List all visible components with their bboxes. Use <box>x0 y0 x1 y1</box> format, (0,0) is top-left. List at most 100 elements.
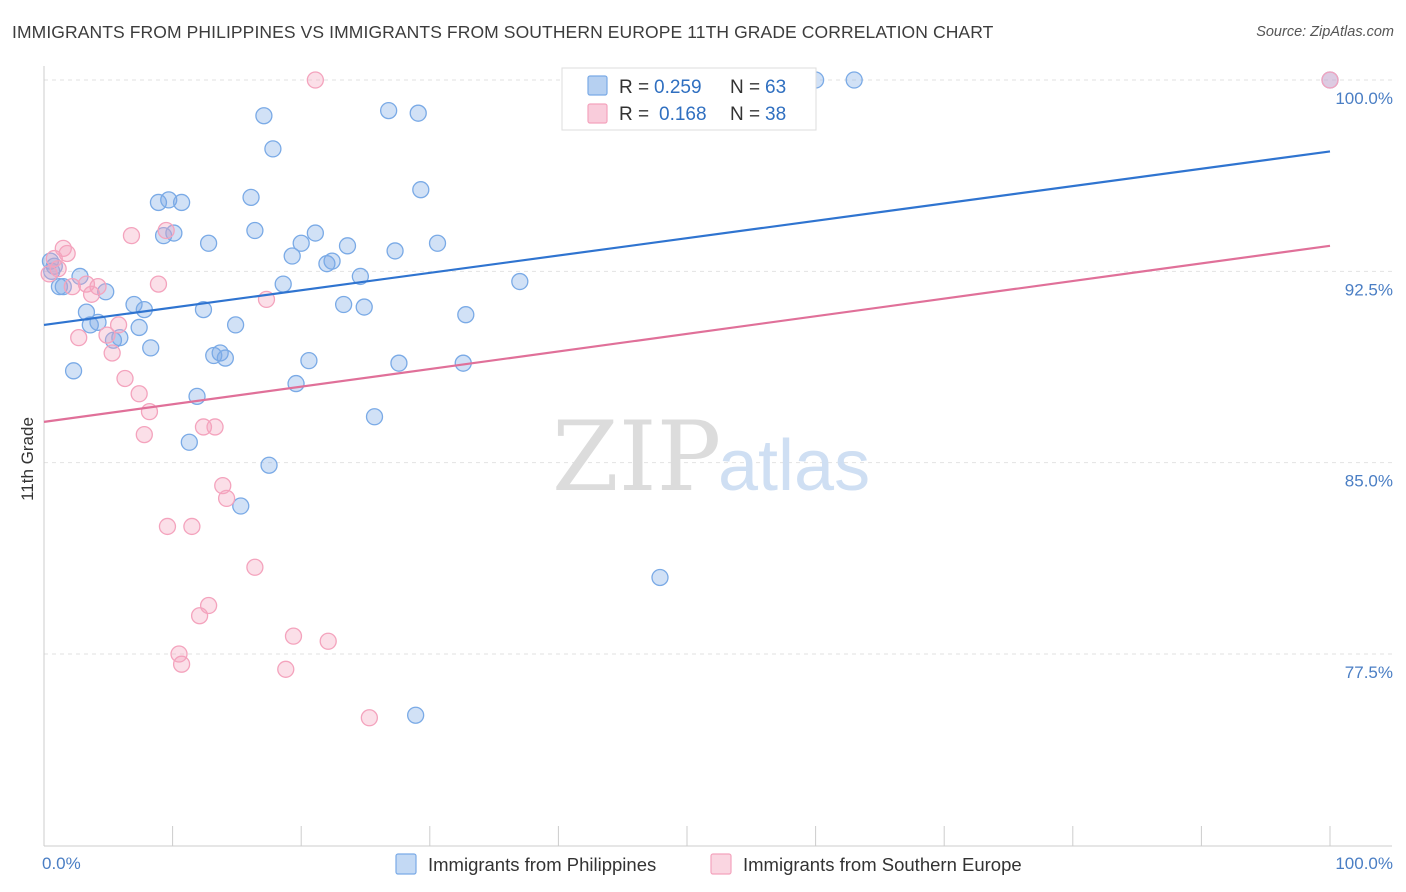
point-series0-52 <box>407 706 425 724</box>
point-series0-48 <box>365 408 384 426</box>
point-series1-4 <box>58 244 76 263</box>
point-series0-27 <box>211 344 229 362</box>
watermark-zip: ZIP <box>552 401 721 513</box>
trend-line-series1 <box>43 244 1331 423</box>
point-series1-20 <box>158 517 177 536</box>
grid-lines <box>44 79 1392 655</box>
point-series0-46 <box>355 298 373 316</box>
point-series0-36 <box>274 275 292 293</box>
point-series1-5 <box>63 277 81 296</box>
point-series1-6 <box>70 329 88 347</box>
point-series0-51 <box>390 354 408 372</box>
point-series1-34 <box>306 71 324 89</box>
series-legend-swatch-philippines <box>395 853 417 875</box>
point-series0-33 <box>255 107 273 125</box>
point-series0-14 <box>130 318 148 337</box>
trend-lines <box>43 150 1331 423</box>
point-series1-35 <box>319 632 337 650</box>
point-series0-5 <box>64 362 83 380</box>
point-series0-16 <box>142 339 160 357</box>
y-tick-label-3: 77.5% <box>1345 663 1393 682</box>
point-series1-18 <box>149 275 168 293</box>
point-series0-40 <box>300 351 318 370</box>
legend-swatch-philippines <box>587 75 608 96</box>
point-series1-13 <box>116 369 134 388</box>
point-series1-22 <box>172 655 191 673</box>
y-axis-title: 11th Grade <box>18 417 37 501</box>
x-tick-labels: 0.0% 100.0% <box>42 854 1393 873</box>
point-series0-34 <box>260 456 278 474</box>
point-series0-25 <box>199 234 218 252</box>
source-credit: Source: ZipAtlas.com <box>1256 24 1394 40</box>
point-series0-49 <box>379 101 398 120</box>
point-series1-0 <box>40 265 58 283</box>
point-series1-19 <box>157 221 175 240</box>
point-series0-39 <box>292 234 310 252</box>
point-series0-43 <box>323 252 341 270</box>
point-series0-3 <box>50 277 69 296</box>
legend-r-label-philippines: R = <box>619 77 649 98</box>
point-series1-36 <box>360 709 379 727</box>
point-series0-12 <box>111 329 129 347</box>
point-series1-2 <box>49 260 67 278</box>
point-series1-15 <box>130 385 148 403</box>
point-series1-26 <box>199 596 218 615</box>
legend-swatch-southern-europe <box>587 103 608 124</box>
legend: R = 0.259 N = 63 R = 0.168 N = 38 <box>561 67 817 131</box>
point-series0-22 <box>180 433 198 451</box>
legend-r-label-southern-europe: R = <box>619 104 649 125</box>
legend-n-value-philippines: 63 <box>765 77 786 98</box>
watermark-atlas: atlas <box>718 426 870 506</box>
legend-r-value-philippines: 0.259 <box>654 77 702 98</box>
point-series0-37 <box>283 247 301 265</box>
scatter-points <box>40 71 1339 727</box>
series-legend-label-southern-europe: Immigrants from Southern Europe <box>743 854 1022 875</box>
y-tick-label-1: 92.5% <box>1345 280 1393 299</box>
point-series1-28 <box>214 476 232 495</box>
point-series1-21 <box>170 645 188 663</box>
chart-title: IMMIGRANTS FROM PHILIPPINES VS IMMIGRANT… <box>12 22 994 42</box>
point-series1-29 <box>217 489 236 508</box>
series-legend: Immigrants from Philippines Immigrants f… <box>395 853 1022 875</box>
point-series1-27 <box>206 418 224 436</box>
point-series0-17 <box>149 193 168 212</box>
point-series1-12 <box>109 316 128 334</box>
point-series0-45 <box>338 237 357 255</box>
axes <box>43 66 1392 847</box>
point-series0-35 <box>264 140 282 158</box>
point-series1-11 <box>103 344 121 362</box>
point-series0-55 <box>428 234 447 252</box>
point-series0-53 <box>409 104 427 122</box>
point-series0-61 <box>845 71 863 89</box>
series-legend-swatch-southern-europe <box>710 853 732 875</box>
point-series0-57 <box>457 306 475 324</box>
trend-line-series0 <box>43 150 1331 326</box>
point-series0-50 <box>386 242 404 260</box>
watermark: ZIP atlas <box>552 401 870 513</box>
point-series0-59 <box>651 568 669 587</box>
y-tick-label-2: 85.0% <box>1345 472 1393 491</box>
point-series1-10 <box>98 326 116 344</box>
legend-n-label-southern-europe: N = <box>730 104 760 125</box>
point-series0-29 <box>226 316 245 334</box>
point-series0-47 <box>351 267 370 286</box>
x-tick-label-1: 100.0% <box>1335 854 1393 873</box>
point-series1-9 <box>89 277 107 296</box>
point-series0-28 <box>216 349 234 367</box>
point-series0-58 <box>511 272 529 291</box>
point-series0-4 <box>54 277 72 296</box>
point-series1-37 <box>1321 71 1339 89</box>
series-legend-label-philippines: Immigrants from Philippines <box>428 854 656 875</box>
point-series0-41 <box>306 224 324 242</box>
point-series0-19 <box>160 191 178 209</box>
legend-n-label-philippines: N = <box>730 77 760 98</box>
point-series0-30 <box>232 497 250 515</box>
x-tick-label-0: 0.0% <box>42 854 81 873</box>
point-series0-54 <box>412 181 430 199</box>
point-series0-21 <box>172 193 191 212</box>
y-tick-label-0: 100.0% <box>1335 89 1393 108</box>
legend-n-value-southern-europe: 38 <box>765 104 786 125</box>
point-series1-30 <box>246 558 264 576</box>
point-series1-33 <box>284 627 303 645</box>
